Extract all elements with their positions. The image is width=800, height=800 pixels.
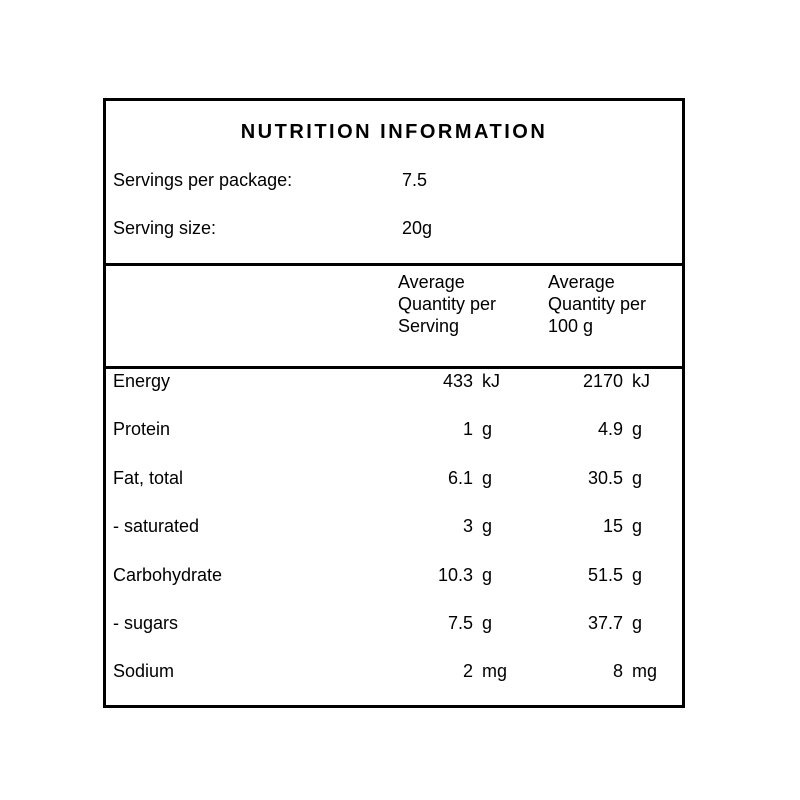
per-serving-unit: g	[482, 612, 493, 633]
per-100g-unit: g	[632, 419, 643, 440]
nutrient-row-sodium: Sodium 2 mg 8 mg	[106, 659, 682, 705]
serving-info-section: Servings per package: 7.5 Serving size: …	[106, 170, 682, 263]
nutrient-name: - saturated	[113, 516, 200, 537]
per-serving-value: 10.3	[437, 564, 473, 585]
per-serving-unit: mg	[482, 661, 508, 682]
per-serving-value: 3	[462, 516, 473, 537]
per-100g-value: 30.5	[587, 467, 623, 488]
nutrition-information-panel: NUTRITION INFORMATION Servings per packa…	[103, 98, 685, 708]
nutrient-row-saturated: - saturated 3 g 15 g	[106, 514, 682, 562]
per-100g-value: 2170	[582, 371, 623, 391]
nutrient-name: Carbohydrate	[113, 564, 223, 585]
per-100g-value: 8	[612, 661, 623, 682]
per-100g-unit: g	[632, 467, 643, 488]
nutrient-name: Energy	[113, 371, 171, 391]
per-100g-value: 37.7	[587, 612, 623, 633]
per-100g-unit: g	[632, 612, 643, 633]
nutrient-name: - sugars	[113, 612, 179, 633]
header-spacer	[113, 271, 398, 366]
nutrient-row-protein: Protein 1 g 4.9 g	[106, 417, 682, 465]
per-serving-value: 6.1	[447, 467, 473, 488]
per-serving-unit: kJ	[482, 371, 500, 391]
serving-size-label: Serving size:	[113, 218, 217, 238]
per-100g-unit: g	[632, 516, 643, 537]
servings-per-package-label: Servings per package:	[113, 170, 293, 190]
nutrient-table-body: Energy 433 kJ 2170 kJ Protein 1 g 4.9 g …	[106, 366, 682, 705]
per-serving-unit: g	[482, 467, 493, 488]
per-100g-unit: kJ	[632, 371, 650, 391]
column-header-per-serving: Average Quantity per Serving	[398, 272, 497, 336]
servings-per-package-row: Servings per package: 7.5	[106, 170, 682, 218]
table-header-row: Average Quantity per Serving Average Qua…	[106, 263, 682, 366]
per-serving-value: 2	[462, 661, 473, 682]
per-100g-value: 51.5	[587, 564, 623, 585]
per-serving-unit: g	[482, 564, 493, 585]
column-header-per-100g: Average Quantity per 100 g	[548, 272, 647, 336]
nutrient-name: Fat, total	[113, 467, 184, 488]
nutrient-name: Sodium	[113, 661, 175, 682]
per-serving-unit: g	[482, 419, 493, 440]
per-100g-value: 4.9	[597, 419, 623, 440]
per-100g-unit: g	[632, 564, 643, 585]
nutrient-row-fat-total: Fat, total 6.1 g 30.5 g	[106, 466, 682, 514]
per-100g-unit: mg	[632, 661, 658, 682]
servings-per-package-value: 7.5	[402, 170, 428, 190]
per-serving-unit: g	[482, 516, 493, 537]
serving-size-value: 20g	[402, 218, 433, 238]
per-serving-value: 1	[462, 419, 473, 440]
nutrient-name: Protein	[113, 419, 171, 440]
nutrient-row-sugars: - sugars 7.5 g 37.7 g	[106, 611, 682, 659]
nutrient-row-carbohydrate: Carbohydrate 10.3 g 51.5 g	[106, 563, 682, 611]
nutrient-row-energy: Energy 433 kJ 2170 kJ	[106, 369, 682, 417]
nutrition-title: NUTRITION INFORMATION	[240, 121, 548, 143]
serving-size-row: Serving size: 20g	[106, 218, 682, 263]
per-serving-value: 433	[442, 371, 473, 391]
per-100g-value: 15	[602, 516, 623, 537]
per-serving-value: 7.5	[447, 612, 473, 633]
